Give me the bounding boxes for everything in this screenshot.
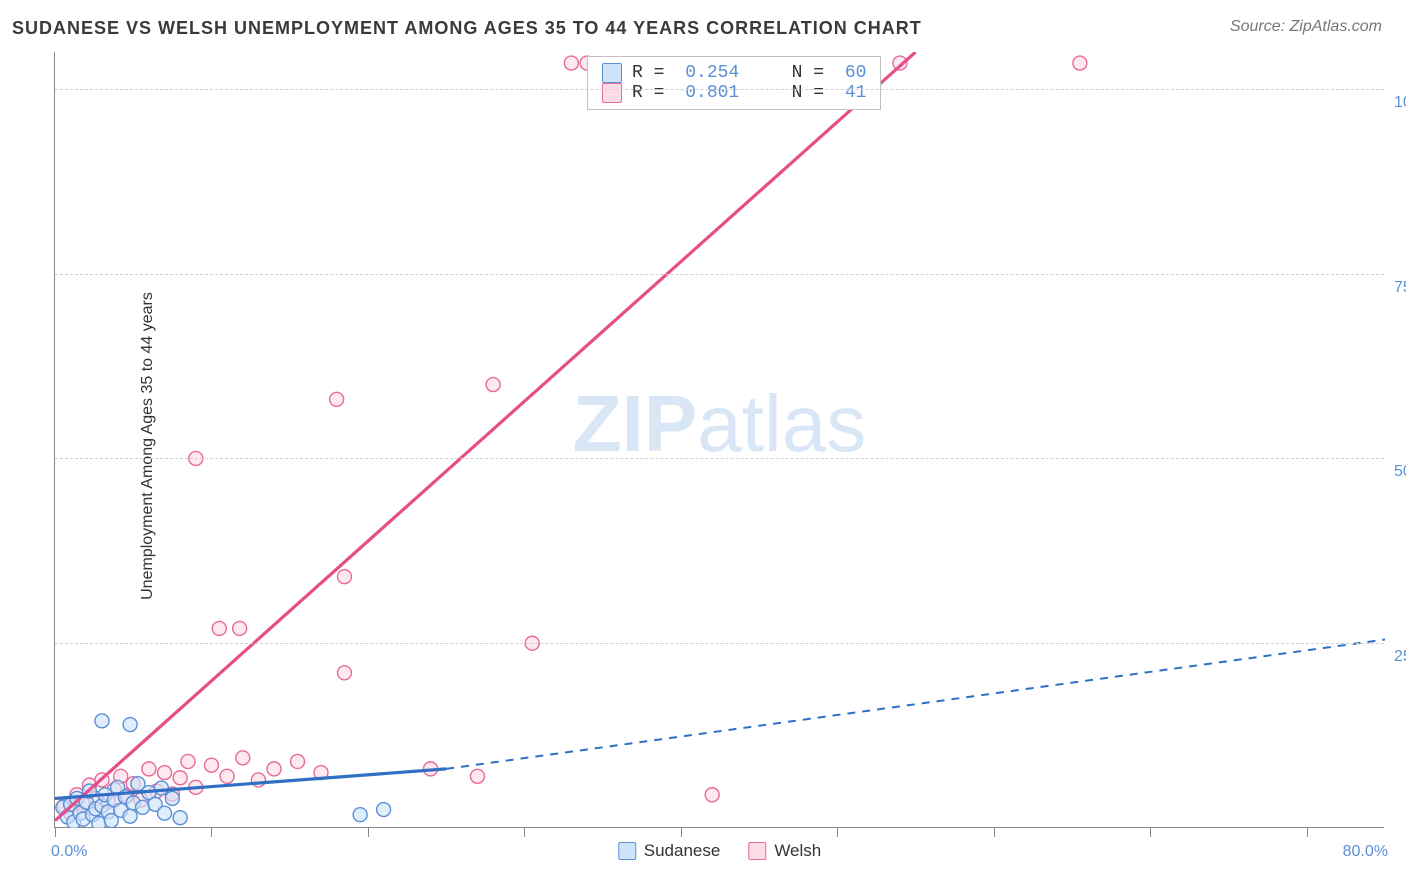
legend-row: R = 0.801 N = 41 xyxy=(602,83,866,103)
plot-svg xyxy=(55,52,1385,828)
legend-swatch xyxy=(602,63,622,83)
legend-label: Welsh xyxy=(774,841,821,861)
legend-swatch xyxy=(748,842,766,860)
y-tick-label: 25.0% xyxy=(1386,648,1406,666)
legend-label: Sudanese xyxy=(644,841,721,861)
legend-swatch xyxy=(618,842,636,860)
plot-area: ZIPatlas R = 0.254 N = 60R = 0.801 N = 4… xyxy=(54,52,1384,828)
x-axis-min-label: 0.0% xyxy=(51,843,87,861)
y-tick-label: 75.0% xyxy=(1386,279,1406,297)
legend-swatch xyxy=(602,83,622,103)
series-legend: Sudanese Welsh xyxy=(618,841,822,861)
chart-title: SUDANESE VS WELSH UNEMPLOYMENT AMONG AGE… xyxy=(12,18,922,39)
legend-row: R = 0.254 N = 60 xyxy=(602,63,866,83)
y-tick-label: 50.0% xyxy=(1386,463,1406,481)
y-tick-label: 100.0% xyxy=(1386,94,1406,112)
series-legend-item: Sudanese xyxy=(618,841,721,861)
correlation-legend: R = 0.254 N = 60R = 0.801 N = 41 xyxy=(587,56,881,110)
x-axis-max-label: 80.0% xyxy=(1343,843,1388,861)
series-legend-item: Welsh xyxy=(748,841,821,861)
source-attribution: Source: ZipAtlas.com xyxy=(1230,18,1382,36)
